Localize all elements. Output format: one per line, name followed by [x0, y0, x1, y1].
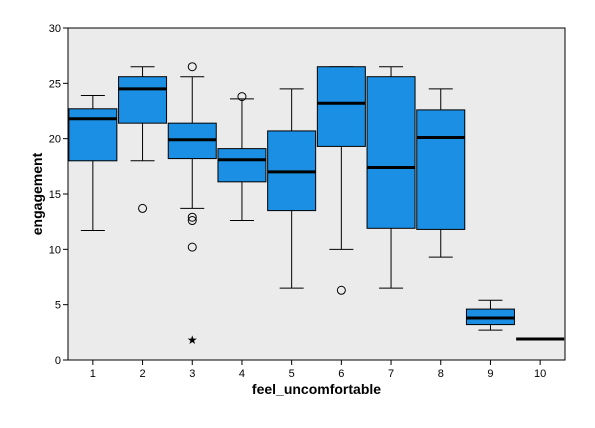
box-group-9 — [465, 299, 515, 331]
y-axis-title: engagement — [29, 152, 45, 235]
box-iqr — [217, 148, 267, 183]
outlier-point — [187, 242, 197, 252]
box-group-6 — [316, 66, 366, 295]
x-axis-title: feel_uncomfortable — [252, 381, 381, 397]
box-iqr — [68, 108, 118, 162]
box-iqr — [118, 76, 168, 124]
x-tick-label: 8 — [438, 368, 444, 380]
y-tick-label: 15 — [49, 189, 61, 201]
boxes-group: ★ — [68, 62, 565, 347]
x-tick-label: 4 — [239, 368, 245, 380]
y-tick-label: 25 — [49, 78, 61, 90]
y-tick-label: 5 — [55, 300, 61, 312]
x-axis: 1 2 3 4 5 6 7 8 9 10 — [90, 360, 546, 380]
box-group-3: ★ — [167, 62, 217, 347]
x-tick-label: 9 — [487, 368, 493, 380]
box-iqr — [316, 66, 366, 147]
y-tick-label: 0 — [55, 355, 61, 367]
y-tick-label: 30 — [49, 23, 61, 35]
box-group-4 — [217, 92, 267, 222]
x-tick-label: 1 — [90, 368, 96, 380]
box-group-7 — [366, 66, 416, 289]
extreme-point: ★ — [187, 333, 198, 347]
outlier-point — [187, 62, 197, 72]
y-tick-label: 20 — [49, 134, 61, 146]
x-tick-label: 10 — [534, 368, 546, 380]
x-tick-label: 7 — [388, 368, 394, 380]
y-axis: 0 5 10 15 20 25 30 — [49, 23, 68, 367]
x-tick-label: 6 — [338, 368, 344, 380]
box-iqr — [416, 109, 466, 230]
box-iqr — [366, 76, 416, 229]
x-tick-label: 2 — [139, 368, 145, 380]
outlier-point — [237, 92, 247, 102]
box-group-8 — [416, 88, 466, 258]
box-group-1 — [68, 95, 118, 232]
box-group-2 — [118, 66, 168, 213]
x-tick-label: 5 — [289, 368, 295, 380]
outlier-point — [336, 285, 346, 295]
x-tick-label: 3 — [189, 368, 195, 380]
outlier-point — [187, 212, 197, 222]
outlier-point — [138, 203, 148, 213]
y-tick-label: 10 — [49, 244, 61, 256]
outlier-point — [187, 216, 197, 226]
box-group-5 — [267, 88, 317, 289]
